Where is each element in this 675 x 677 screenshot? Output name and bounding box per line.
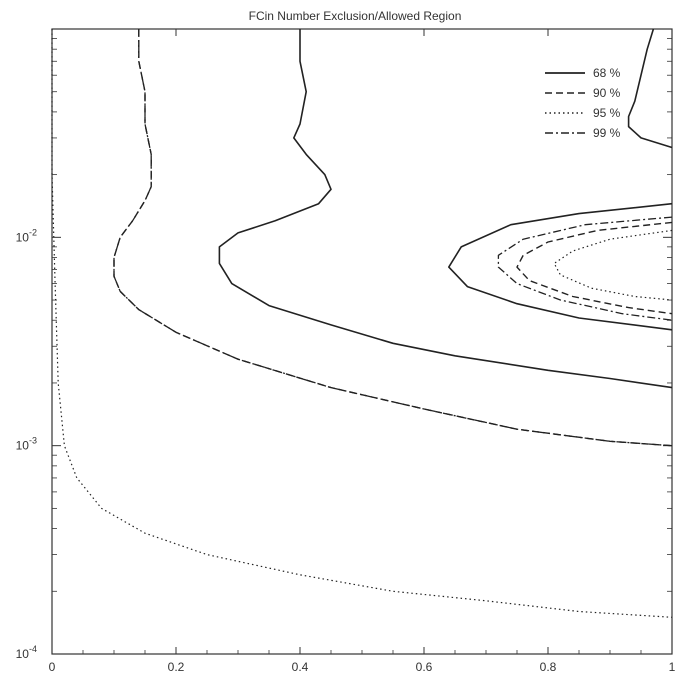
contour-solid-inner xyxy=(448,202,673,331)
legend-label: 95 % xyxy=(593,106,621,120)
legend: 68 % 90 % 95 % 99 % xyxy=(545,66,621,140)
contour-dotted-left xyxy=(51,29,673,618)
contour-dashdot-left xyxy=(113,29,673,447)
contour-solid-upper-right xyxy=(627,28,673,149)
x-tick-label: 1 xyxy=(669,660,675,674)
y-tick-exponent: -4 xyxy=(29,644,37,654)
x-tick-label: 0.6 xyxy=(416,660,433,674)
axis-ticks: 0 0.2 0.4 0.6 0.8 110-210-310-4 xyxy=(16,29,675,674)
x-tick-label: 0.4 xyxy=(292,660,309,674)
contour-lines xyxy=(51,28,673,618)
y-tick-exponent: -2 xyxy=(29,227,37,237)
legend-label: 68 % xyxy=(593,66,621,80)
x-tick-label: 0 xyxy=(49,660,56,674)
x-tick-label: 0.2 xyxy=(168,660,185,674)
contour-dashdot-inner xyxy=(497,216,673,321)
contour-dashed-inner xyxy=(516,221,673,315)
y-tick-exponent: -3 xyxy=(29,436,37,446)
x-tick-label: 0.8 xyxy=(540,660,557,674)
legend-label: 90 % xyxy=(593,86,621,100)
contour-dotted-inner xyxy=(553,229,673,301)
legend-label: 99 % xyxy=(593,126,621,140)
chart-title: FCin Number Exclusion/Allowed Region xyxy=(249,9,462,23)
contour-solid-left xyxy=(218,29,673,389)
